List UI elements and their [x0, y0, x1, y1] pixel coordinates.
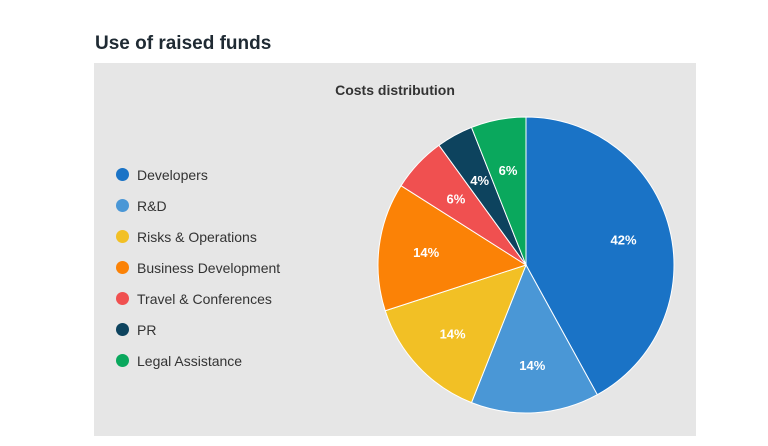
slice-label: 4%: [470, 173, 489, 188]
legend-label: Business Development: [137, 259, 281, 276]
pie-slice[interactable]: [470, 116, 527, 266]
section-title: Use of raised funds: [95, 33, 272, 54]
legend-swatch: [116, 261, 129, 274]
legend-swatch: [116, 199, 129, 212]
slice-label: 14%: [413, 245, 439, 260]
legend-item-travel-conferences[interactable]: Travel & Conferences: [116, 283, 280, 314]
legend-item-rnd[interactable]: R&D: [116, 190, 280, 221]
legend-label: Travel & Conferences: [137, 290, 272, 307]
pie-slice[interactable]: [377, 185, 528, 312]
legend-swatch: [116, 323, 129, 336]
legend-swatch: [116, 168, 129, 181]
chart-legend: Developers R&D Risks & Operations Busine…: [116, 159, 280, 376]
legend-swatch: [116, 354, 129, 367]
pie-slice[interactable]: [470, 263, 598, 414]
legend-label: Developers: [137, 166, 208, 183]
chart-panel: Costs distribution Developers R&D Risks …: [94, 63, 696, 436]
pie-slice[interactable]: [525, 116, 675, 396]
legend-item-pr[interactable]: PR: [116, 314, 280, 345]
legend-swatch: [116, 230, 129, 243]
legend-item-risks-operations[interactable]: Risks & Operations: [116, 221, 280, 252]
legend-label: Legal Assistance: [137, 352, 243, 369]
slice-label: 14%: [440, 326, 466, 341]
slice-label: 6%: [499, 163, 518, 178]
slice-label: 14%: [519, 358, 545, 373]
chart-title: Costs distribution: [335, 82, 455, 98]
legend-label: R&D: [137, 197, 167, 214]
legend-item-developers[interactable]: Developers: [116, 159, 280, 190]
slice-label: 6%: [447, 192, 466, 207]
legend-item-legal-assistance[interactable]: Legal Assistance: [116, 345, 280, 376]
legend-label: Risks & Operations: [137, 228, 257, 245]
legend-item-business-development[interactable]: Business Development: [116, 252, 280, 283]
slice-label: 42%: [610, 233, 636, 248]
legend-label: PR: [137, 321, 157, 338]
legend-swatch: [116, 292, 129, 305]
pie-chart: 42% 14% 14% 14% 6% 4% 6%: [377, 116, 675, 414]
